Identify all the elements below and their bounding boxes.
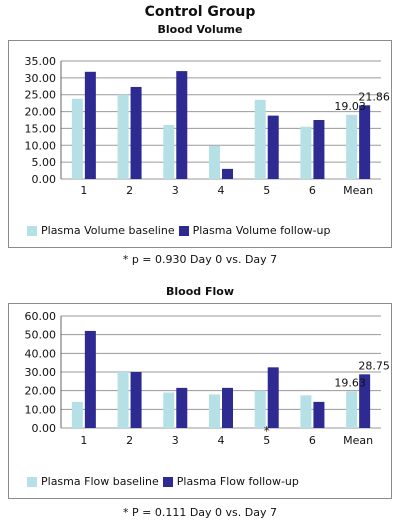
- bar-followup: [313, 120, 325, 179]
- x-tick-label: 3: [172, 184, 179, 197]
- legend-item-baseline: Plasma Flow baseline: [27, 475, 159, 488]
- chart-panel-blood-volume: 0.00 5.00 10.00 15.00 20.00 25.00 30.00 35.00 1 2…: [8, 40, 392, 248]
- bar-followup: [84, 330, 96, 428]
- bar-followup: [84, 71, 96, 179]
- y-tick-label: 20.00: [25, 385, 57, 398]
- legend-blood-volume: Plasma Volume baseline Plasma Volume fol…: [27, 224, 335, 237]
- bar-followup: [130, 86, 142, 179]
- chart-panel-blood-flow: 0.00 10.00 20.00 30.00 40.00 50.00 60.00 1 2 3 4 5 *…: [8, 303, 392, 499]
- bar-baseline: [300, 126, 312, 179]
- y-tick-label: 50.00: [25, 329, 57, 342]
- legend-swatch-followup: [162, 476, 173, 487]
- legend-swatch-followup: [178, 225, 189, 236]
- bar-followup: [176, 71, 188, 179]
- legend-item-followup: Plasma Volume follow-up: [178, 224, 331, 237]
- legend-item-followup: Plasma Flow follow-up: [162, 475, 299, 488]
- bar-baseline: [71, 401, 83, 428]
- bar-baseline: [117, 372, 129, 428]
- bar-baseline: [346, 391, 358, 428]
- bar-baseline: [71, 98, 83, 179]
- y-tick-label: 30.00: [25, 72, 57, 85]
- y-tick-label: 10.00: [25, 139, 57, 152]
- y-tick-label: 0.00: [32, 422, 57, 435]
- bar-followup: [359, 105, 371, 179]
- bar-baseline: [254, 99, 266, 179]
- y-tick-label: 15.00: [25, 122, 57, 135]
- page-title: Control Group: [144, 4, 256, 20]
- caption-blood-volume: * p = 0.930 Day 0 vs. Day 7: [122, 253, 278, 266]
- y-tick-label: 5.00: [32, 156, 57, 169]
- data-label-mean-followup: 28.75: [358, 359, 390, 372]
- x-tick-label: 5: [263, 184, 270, 197]
- y-tick-label: 30.00: [25, 366, 57, 379]
- x-tick-label: 6: [309, 184, 316, 197]
- x-tick-label: Mean: [343, 434, 373, 447]
- bar-followup: [267, 115, 279, 179]
- blood-volume-chart: 0.00 5.00 10.00 15.00 20.00 25.00 30.00 35.00 1 2…: [25, 55, 390, 197]
- legend-label-baseline: Plasma Flow baseline: [41, 475, 159, 488]
- legend-label-baseline: Plasma Volume baseline: [41, 224, 175, 237]
- bar-followup: [313, 401, 325, 428]
- bar-baseline: [346, 114, 358, 179]
- x-tick-label: 2: [126, 184, 133, 197]
- bar-baseline: [209, 145, 220, 179]
- bar-baseline: [209, 394, 220, 428]
- x-tick-label: 4: [218, 434, 225, 447]
- x-tick-label: 5: [263, 434, 270, 447]
- legend-item-baseline: Plasma Volume baseline: [27, 224, 175, 237]
- x-tick-label: 3: [172, 434, 179, 447]
- y-tick-label: 0.00: [32, 173, 57, 186]
- y-tick-label: 20.00: [25, 106, 57, 119]
- legend-blood-flow: Plasma Flow baseline Plasma Flow follow-…: [27, 475, 303, 488]
- y-tick-label: 40.00: [25, 347, 57, 360]
- x-tick-label: 4: [218, 184, 225, 197]
- bar-baseline: [163, 125, 175, 179]
- y-tick-label: 25.00: [25, 89, 57, 102]
- x-tick-label: 2: [126, 434, 133, 447]
- chart-title-blood-volume: Blood Volume: [157, 23, 243, 36]
- y-tick-label: 35.00: [25, 55, 57, 68]
- x-tick-label: 6: [309, 434, 316, 447]
- bar-baseline: [254, 390, 266, 428]
- bar-followup: [359, 374, 371, 428]
- bar-followup: [222, 387, 233, 428]
- bar-followup: [130, 372, 142, 428]
- data-label-mean-baseline: 19.03: [334, 100, 366, 113]
- x-tick-label: 1: [80, 434, 87, 447]
- chart-title-blood-flow: Blood Flow: [166, 285, 234, 298]
- data-label-mean-followup: 21.86: [358, 90, 390, 103]
- bar-followup: [222, 168, 233, 179]
- data-label-mean-baseline: 19.63: [334, 376, 366, 389]
- bar-baseline: [163, 392, 175, 428]
- caption-blood-flow: * P = 0.111 Day 0 vs. Day 7: [123, 506, 277, 519]
- y-tick-label: 10.00: [25, 403, 57, 416]
- legend-label-followup: Plasma Flow follow-up: [176, 475, 299, 488]
- bar-baseline: [300, 395, 312, 428]
- legend-swatch-baseline: [27, 225, 37, 236]
- x-tick-label: Mean: [343, 184, 373, 197]
- bar-followup: [176, 387, 188, 428]
- legend-label-followup: Plasma Volume follow-up: [192, 224, 331, 237]
- significance-marker: *: [264, 424, 270, 438]
- legend-swatch-baseline: [27, 476, 37, 487]
- blood-flow-chart: 0.00 10.00 20.00 30.00 40.00 50.00 60.00 1 2 3 4 5*…: [25, 310, 390, 447]
- x-tick-label: 1: [80, 184, 87, 197]
- bar-baseline: [117, 94, 129, 179]
- y-tick-label: 60.00: [25, 310, 57, 323]
- bar-followup: [267, 367, 279, 428]
